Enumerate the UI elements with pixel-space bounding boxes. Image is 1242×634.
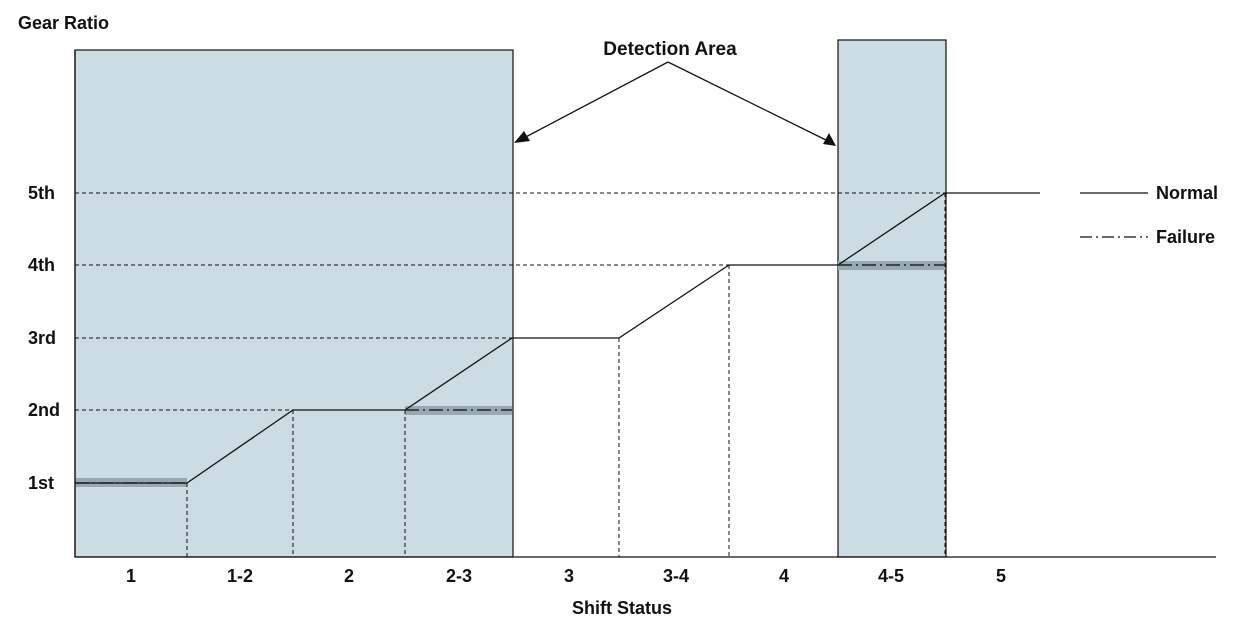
segment-label-5: 5 — [996, 566, 1006, 586]
detection-area-right — [837, 39, 947, 558]
y-axis-title: Gear Ratio — [18, 13, 109, 33]
y-level-label-5th: 5th — [28, 183, 55, 203]
y-level-label-1st: 1st — [28, 473, 54, 493]
detection-area-left — [74, 49, 514, 558]
y-level-label-4th: 4th — [28, 255, 55, 275]
segment-label-2-3: 2-3 — [446, 566, 472, 586]
segment-label-4: 4 — [779, 566, 789, 586]
segment-label-4-5: 4-5 — [878, 566, 904, 586]
normal-line — [75, 192, 1040, 484]
legend-normal-label: Normal — [1156, 183, 1218, 203]
segment-label-2: 2 — [344, 566, 354, 586]
segment-label-1: 1 — [126, 566, 136, 586]
y-level-label-3rd: 3rd — [28, 328, 56, 348]
callout-arrows — [519, 61, 831, 143]
callout-arrow-right — [667, 61, 831, 143]
failure-lines — [75, 264, 945, 484]
callout-arrow-left — [519, 61, 669, 141]
legend-failure-label: Failure — [1156, 227, 1215, 247]
arrowhead-left — [514, 131, 530, 143]
segment-dividers — [186, 193, 946, 557]
y-level-label-2nd: 2nd — [28, 400, 60, 420]
x-axis-title: Shift Status — [572, 598, 672, 618]
segment-label-3: 3 — [564, 566, 574, 586]
segment-label-3-4: 3-4 — [663, 566, 689, 586]
detection-area-label: Detection Area — [603, 39, 737, 60]
segment-label-1-2: 1-2 — [227, 566, 253, 586]
arrowhead-right — [823, 133, 836, 146]
